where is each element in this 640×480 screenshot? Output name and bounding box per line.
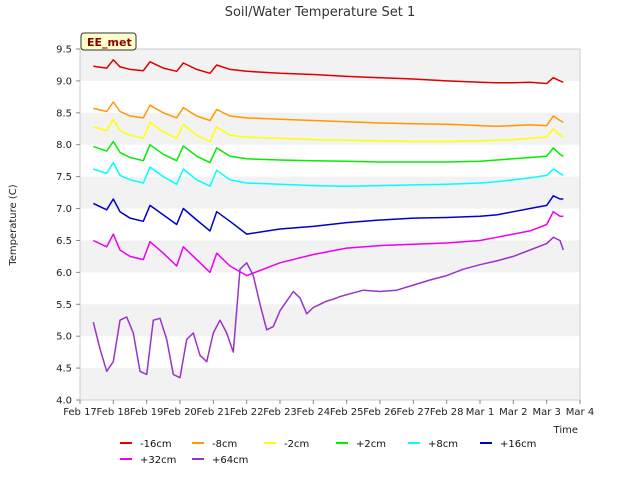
x-tick-label: Feb 28: [430, 407, 464, 418]
x-tick-label: Feb 24: [297, 407, 331, 418]
series-line--2cm: [93, 118, 564, 143]
x-tick-label: Feb 27: [397, 407, 431, 418]
y-tick-label: 5.0: [56, 332, 72, 343]
legend-label: +32cm: [140, 455, 176, 466]
plot-frame: [79, 48, 581, 401]
y-tick-label: 4.0: [56, 396, 72, 407]
legend-label: +16cm: [500, 439, 536, 450]
y-tick-label: 4.5: [56, 364, 72, 375]
legend-label: +8cm: [428, 439, 458, 450]
series-line--16cm: [93, 59, 564, 85]
series-line-+8cm: [93, 161, 564, 187]
y-tick-label: 9.5: [56, 45, 72, 56]
series-lines: [92, 59, 565, 379]
x-tick-label: Mar 3: [532, 407, 560, 418]
grid-band: [80, 240, 580, 273]
series-line-+64cm: [92, 236, 565, 379]
series-line-+16cm: [92, 195, 564, 235]
series-line-+2cm: [93, 140, 564, 164]
x-tick-label: Mar 4: [566, 407, 594, 418]
y-tick-label: 5.5: [56, 300, 72, 311]
chart-title: Soil/Water Temperature Set 1: [225, 5, 416, 20]
legend-label: -2cm: [284, 439, 309, 450]
x-tick-label: Feb 25: [330, 407, 364, 418]
y-tick-label: 6.0: [56, 268, 72, 279]
series-line--8cm: [93, 101, 564, 127]
badge: EE_met: [80, 32, 137, 51]
badge-box: [80, 32, 137, 51]
legend: -16cm -8cm -2cm +2cm +8cm +16cm +32cm +64cm: [120, 439, 536, 466]
x-tick-label: Feb 18: [97, 407, 131, 418]
y-tick-label: 7.5: [56, 172, 72, 183]
x-tick-label: Mar 2: [499, 407, 527, 418]
x-tick-label: Feb 26: [363, 407, 397, 418]
x-tick-label: Feb 17: [63, 407, 97, 418]
legend-label: +64cm: [212, 455, 248, 466]
x-tick-label: Feb 19: [130, 407, 164, 418]
y-axis-title: Temperature (C): [8, 184, 19, 266]
y-tick-label: 8.5: [56, 108, 72, 119]
badge-label: EE_met: [87, 36, 132, 49]
x-tick-label: Feb 22: [230, 407, 264, 418]
y-tick-label: 6.5: [56, 236, 72, 247]
x-axis-title: Time: [553, 425, 578, 436]
x-tick-label: Feb 21: [197, 407, 231, 418]
x-tick-label: Mar 1: [466, 407, 494, 418]
x-axis: Feb 17 Feb 18 Feb 19 Feb 20 Feb 21 Feb 22 Feb …: [63, 400, 594, 418]
series-line-+32cm: [92, 210, 564, 277]
legend-label: +2cm: [356, 439, 386, 450]
y-tick-label: 9.0: [56, 76, 72, 87]
x-tick-label: Feb 20: [163, 407, 197, 418]
y-axis: 4.0 4.5 5.0 5.5 6.0 6.5 7.0 7.5 8.0 8.5 9.0 9.5: [56, 45, 80, 407]
legend-label: -8cm: [212, 439, 237, 450]
grid-band: [80, 368, 580, 400]
legend-label: -16cm: [140, 439, 172, 450]
x-tick-label: Feb 23: [263, 407, 297, 418]
y-tick-label: 7.0: [56, 204, 72, 215]
y-tick-label: 8.0: [56, 140, 72, 151]
